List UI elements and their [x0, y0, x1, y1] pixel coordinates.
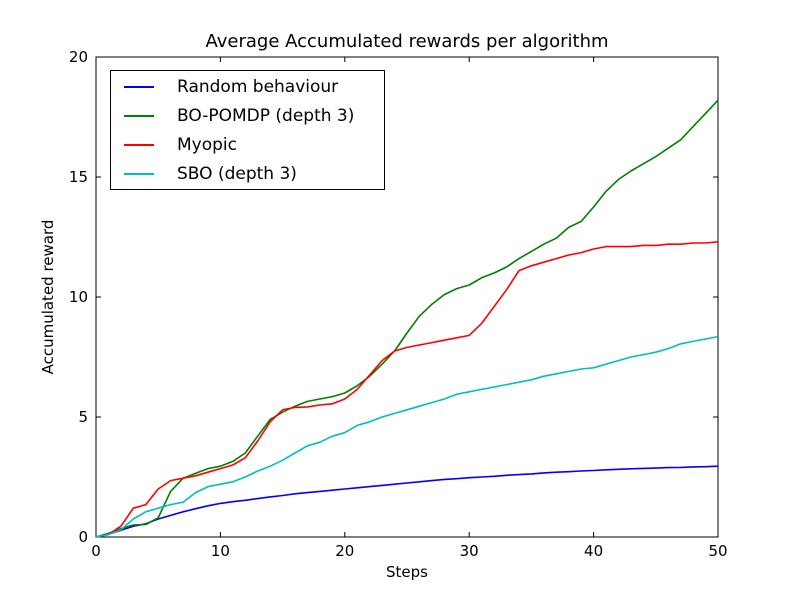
- y-tick-label: 15: [69, 168, 88, 186]
- legend-label: SBO (depth 3): [177, 163, 297, 184]
- y-tick-label: 20: [69, 48, 88, 66]
- legend-label: Random behaviour: [177, 76, 339, 97]
- y-tick-label: 10: [69, 288, 88, 306]
- legend-line-sample: [124, 114, 154, 117]
- x-tick-label: 10: [211, 542, 230, 560]
- series-line: [95, 99, 719, 538]
- x-tick-label: 50: [708, 542, 727, 560]
- x-tick-label: 40: [584, 542, 603, 560]
- chart-title: Average Accumulated rewards per algorith…: [205, 31, 609, 52]
- legend-label: BO-POMDP (depth 3): [177, 105, 355, 126]
- y-tick-label: 0: [78, 528, 88, 546]
- x-tick-label: 30: [460, 542, 479, 560]
- legend-entry: BO-POMDP (depth 3): [124, 101, 384, 130]
- legend-entry: SBO (depth 3): [124, 159, 384, 188]
- y-tick-label: 5: [78, 408, 88, 426]
- x-axis-label: Steps: [386, 563, 428, 581]
- legend: Random behaviour BO-POMDP (depth 3) Myopic…: [110, 70, 385, 190]
- series-line: [95, 241, 719, 538]
- legend-label: Myopic: [177, 134, 237, 155]
- legend-line-sample: [124, 143, 154, 146]
- series-line: [95, 465, 719, 538]
- y-axis-label: Accumulated reward: [39, 219, 57, 375]
- legend-entry: Random behaviour: [124, 72, 384, 101]
- series-line: [95, 335, 719, 538]
- legend-line-sample: [124, 85, 154, 88]
- legend-line-sample: [124, 172, 154, 175]
- legend-entry: Myopic: [124, 130, 384, 159]
- x-tick-label: 0: [91, 542, 101, 560]
- x-tick-label: 20: [335, 542, 354, 560]
